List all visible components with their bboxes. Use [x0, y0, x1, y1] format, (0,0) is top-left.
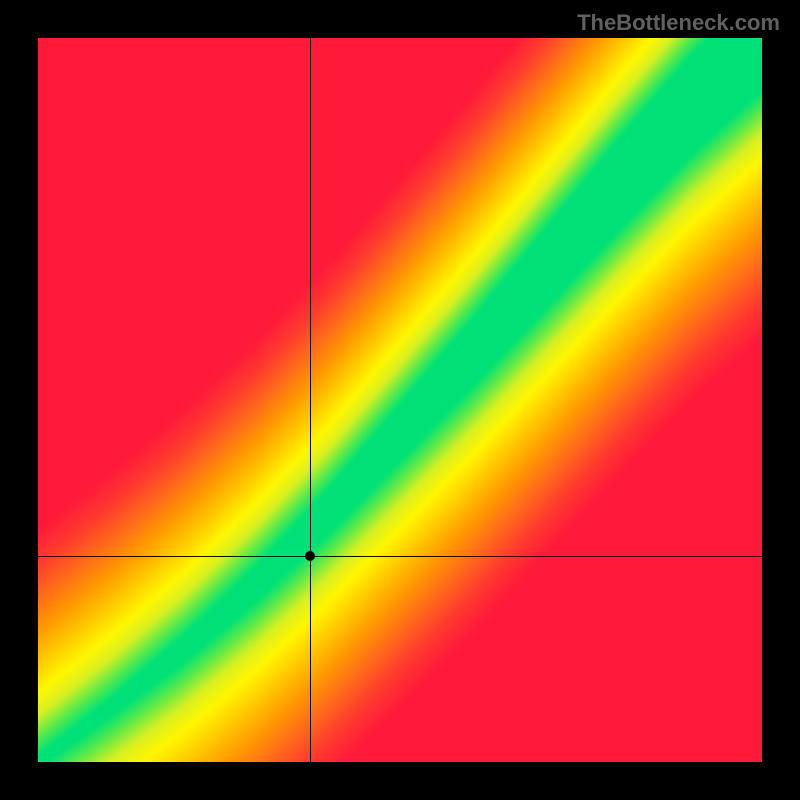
heatmap-plot — [38, 38, 762, 762]
crosshair-vertical — [310, 38, 311, 762]
crosshair-horizontal — [38, 556, 762, 557]
crosshair-marker — [305, 551, 315, 561]
watermark-text: TheBottleneck.com — [577, 10, 780, 36]
heatmap-canvas — [38, 38, 762, 762]
